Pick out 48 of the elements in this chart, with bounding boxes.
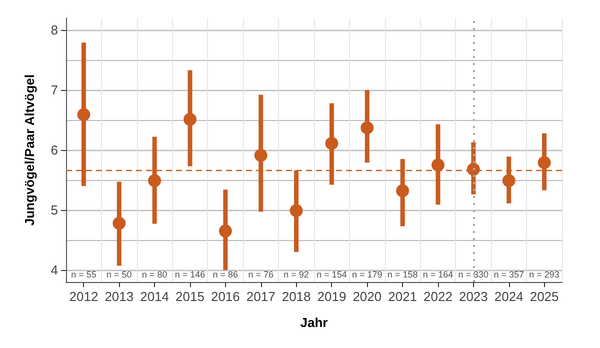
point bbox=[325, 136, 338, 150]
point bbox=[290, 204, 303, 218]
y-tick-label: 4 bbox=[50, 262, 58, 278]
point bbox=[218, 224, 232, 238]
annotation: n = 55 bbox=[71, 270, 96, 280]
point bbox=[502, 174, 516, 188]
x-tick-label: 2014 bbox=[140, 289, 170, 304]
point bbox=[184, 112, 196, 126]
y-tick-label: 8 bbox=[50, 22, 58, 38]
annotation: n = 50 bbox=[106, 270, 132, 280]
y-tick-label: 6 bbox=[50, 142, 58, 158]
x-tick-label: 2016 bbox=[210, 289, 240, 304]
x-tick-label: 2018 bbox=[282, 289, 311, 304]
x-tick-label: 2023 bbox=[458, 289, 488, 304]
x-tick-label: 2012 bbox=[69, 289, 98, 304]
y-tick-label: 7 bbox=[50, 82, 58, 98]
x-tick-label: 2022 bbox=[424, 289, 452, 304]
point bbox=[254, 148, 268, 162]
x-tick-label: 2020 bbox=[352, 289, 382, 304]
annotation: n = 158 bbox=[387, 270, 418, 280]
x-tick-label: 2025 bbox=[530, 289, 559, 304]
point bbox=[148, 174, 162, 188]
annotation: n = 179 bbox=[352, 270, 382, 280]
y-axis-title: Jungvögel/Paar Altvögel bbox=[22, 74, 37, 226]
x-tick-label: 2024 bbox=[494, 289, 524, 304]
point bbox=[538, 156, 551, 170]
x-tick-label: 2013 bbox=[104, 289, 134, 304]
x-tick-label: 2019 bbox=[317, 289, 346, 304]
annotation: n = 357 bbox=[494, 270, 524, 280]
y-tick-label: 5 bbox=[50, 202, 58, 218]
annotation: n = 164 bbox=[422, 270, 454, 280]
x-axis-title: Jahr bbox=[300, 315, 328, 330]
annotation: n = 330 bbox=[458, 270, 489, 280]
annotation: n = 146 bbox=[174, 270, 206, 280]
annotation: n = 154 bbox=[316, 270, 347, 280]
point bbox=[77, 108, 90, 122]
point bbox=[112, 216, 126, 230]
annotation: n = 92 bbox=[284, 270, 309, 280]
annotation: n = 76 bbox=[248, 270, 274, 280]
point bbox=[396, 184, 410, 198]
annotation: n = 86 bbox=[212, 270, 238, 280]
x-tick-label: 2017 bbox=[246, 289, 276, 304]
x-tick-label: 2021 bbox=[388, 289, 418, 304]
x-tick-label: 2015 bbox=[176, 289, 204, 304]
point bbox=[360, 121, 374, 134]
annotation: n = 80 bbox=[142, 270, 168, 280]
annotation: n = 293 bbox=[529, 270, 560, 280]
point bbox=[432, 158, 444, 172]
